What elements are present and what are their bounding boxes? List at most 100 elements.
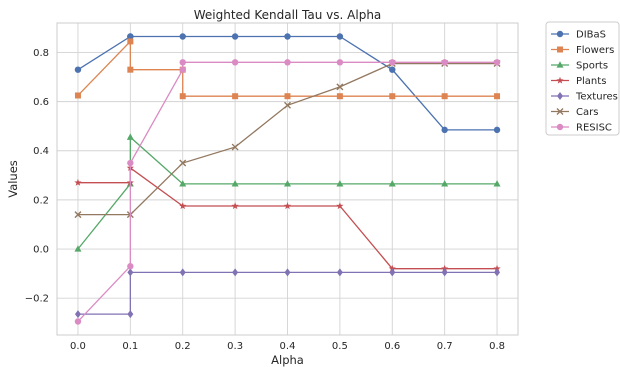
grid [57, 23, 518, 335]
data-point [231, 33, 239, 40]
x-tick-label: 0.8 [489, 341, 505, 352]
data-point [231, 143, 239, 151]
data-point [388, 180, 396, 187]
y-tick-label: 0.4 [33, 146, 49, 157]
legend-item-cars: Cars [551, 107, 598, 118]
legend-label: Flowers [576, 45, 614, 56]
data-point [441, 126, 448, 134]
data-point [179, 268, 186, 277]
data-point [179, 93, 186, 100]
series-layer [74, 33, 501, 325]
legend-label: Plants [576, 76, 606, 87]
data-point [179, 159, 187, 167]
legend-label: Sports [576, 61, 608, 72]
x-tick-label: 0.0 [70, 341, 86, 352]
data-point [127, 310, 134, 319]
y-tick-label: 0.8 [33, 48, 49, 59]
x-axis-label: Alpha [271, 353, 304, 367]
data-point [127, 159, 134, 167]
data-point [284, 93, 291, 100]
x-tick-label: 0.4 [280, 341, 296, 352]
data-point [179, 33, 186, 40]
data-point [389, 268, 396, 277]
data-point [74, 66, 82, 73]
legend-box [545, 21, 620, 136]
x-tick-label: 0.7 [437, 341, 453, 352]
data-point [232, 93, 239, 100]
data-point [336, 83, 344, 91]
data-point [127, 268, 134, 277]
data-point [127, 263, 134, 270]
data-point [441, 268, 448, 277]
legend-item-textures: Textures [551, 92, 618, 103]
series-line [77, 271, 498, 315]
data-point [389, 66, 396, 73]
data-point [284, 101, 291, 109]
data-point [493, 264, 501, 272]
data-point [179, 202, 187, 210]
x-tick-label: 0.3 [227, 341, 243, 352]
data-point [336, 180, 344, 187]
legend-item-flowers: Flowers [551, 45, 614, 56]
data-point [441, 264, 449, 272]
data-point [127, 33, 134, 40]
legend-item-resisc: RESISC [551, 123, 612, 134]
data-point [179, 66, 186, 73]
y-tick-label: 0.6 [33, 97, 49, 108]
data-point [441, 59, 448, 66]
x-tick-label: 0.6 [384, 341, 400, 352]
legend-item-plants: Plants [551, 76, 606, 87]
data-point [74, 92, 81, 99]
legend-marker [556, 30, 564, 38]
legend-label: Textures [575, 92, 618, 103]
tick-labels: 0.0 0.1 0.2 0.3 0.4 0.5 0.6 0.7 0.8 −0.2 0.0 0.2 0.4… [25, 48, 505, 352]
series-flowers [74, 38, 501, 100]
data-point [388, 264, 396, 272]
data-point [389, 59, 396, 66]
legend-marker [556, 76, 564, 84]
y-tick-label: −0.2 [25, 294, 49, 305]
data-point [232, 268, 239, 277]
data-point [231, 202, 239, 210]
legend-marker [557, 92, 563, 100]
legend-marker [556, 61, 564, 68]
data-point [336, 202, 344, 210]
y-tick-label: 0.0 [33, 245, 49, 256]
data-point [231, 180, 239, 187]
data-point [127, 38, 134, 45]
legend-label: DIBaS [576, 30, 606, 41]
data-point [126, 133, 134, 140]
data-point [493, 59, 501, 66]
data-point [336, 33, 344, 40]
legend-marker [556, 123, 564, 131]
data-point [231, 59, 239, 66]
series-textures [74, 268, 501, 319]
data-point [127, 66, 134, 73]
data-point [493, 180, 501, 187]
x-tick-label: 0.2 [175, 341, 191, 352]
data-point [284, 180, 291, 187]
legend-item-dibas: DIBaS [551, 30, 606, 41]
data-point [74, 245, 82, 252]
data-point [74, 211, 82, 219]
data-point [284, 268, 291, 277]
data-point [441, 180, 449, 187]
x-tick-label: 0.1 [122, 341, 138, 352]
data-point [74, 178, 82, 186]
data-point [441, 93, 448, 100]
legend-label: Cars [576, 107, 598, 118]
data-point [74, 310, 81, 319]
data-point [336, 268, 343, 277]
legend-label: RESISC [576, 123, 612, 134]
series-dibas [74, 33, 501, 134]
data-point [336, 59, 344, 66]
y-tick-label: 0.2 [33, 195, 49, 206]
data-point [284, 59, 291, 66]
data-point [336, 93, 343, 100]
series-resisc [74, 59, 501, 325]
y-axis-label: Values [6, 160, 20, 198]
legend-item-sports: Sports [551, 61, 608, 72]
legend-marker [556, 108, 564, 115]
